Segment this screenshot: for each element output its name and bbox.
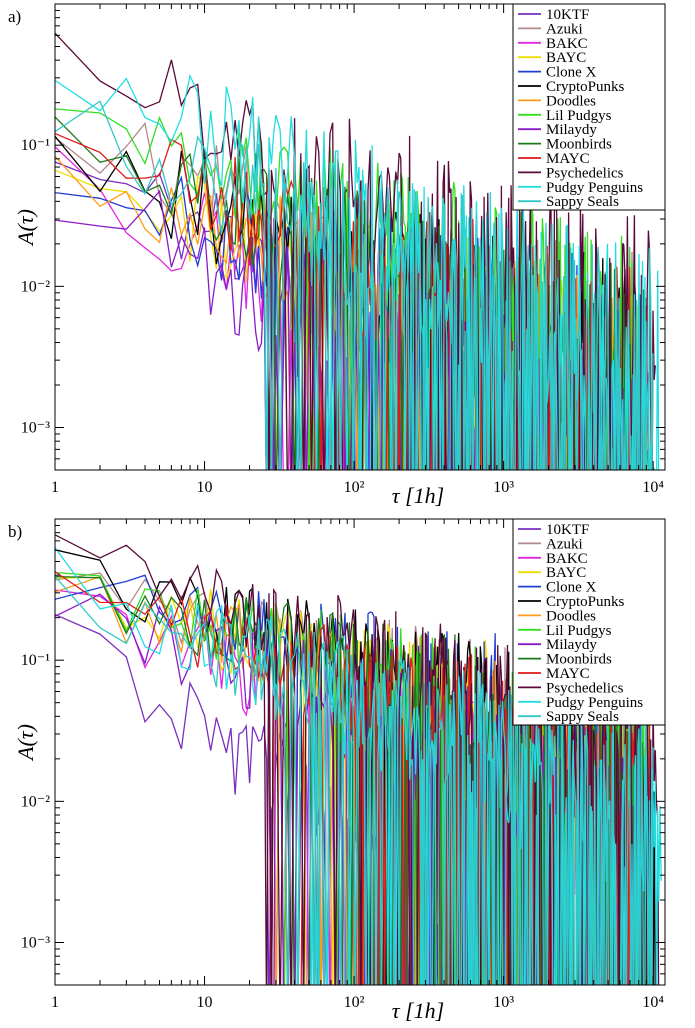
x-tick-label: 10 (197, 479, 213, 496)
panel-a: 1 10 10² 10³ 10⁴ 10⁻³ 10⁻² 10⁻¹ A(τ) τ [1h] a) 10KT… (8, 3, 666, 508)
legend-entry: Lil Pudgys (546, 108, 612, 124)
series-lines (55, 32, 660, 470)
legend-entry: Milaydy (546, 122, 597, 138)
x-tick-label: 1 (51, 479, 59, 496)
x-tick-label: 10³ (493, 479, 514, 496)
series-line-pudgy-penguins (55, 73, 660, 470)
series-line-sappy-seals (55, 575, 654, 985)
legend-box (512, 3, 666, 211)
legend-entry: Psychedelics (546, 680, 624, 696)
legend-entry: BAKC (546, 551, 588, 567)
legend-entry: Moonbirds (546, 137, 612, 153)
y-axis-label: A(τ) (13, 209, 38, 247)
legend-entry: Milaydy (546, 637, 597, 653)
series-line-sappy-seals (55, 100, 654, 470)
x-tick-label: 10² (344, 994, 365, 1011)
panel-letter: a) (8, 7, 21, 26)
legend-entry: CryptoPunks (546, 594, 625, 610)
legend-entry: 10KTF (546, 7, 589, 23)
y-tick-label: 10⁻¹ (21, 137, 50, 154)
legend-entry: Clone X (546, 65, 597, 81)
y-tick-label: 10⁻³ (21, 935, 50, 952)
legend-entry: Lil Pudgys (546, 623, 612, 639)
x-tick-label: 1 (51, 994, 59, 1011)
x-axis-label: τ [1h] (392, 998, 445, 1023)
legend-entry: Pudgy Penguins (546, 695, 643, 711)
legend-entry: BAKC (546, 36, 588, 52)
x-tick-label: 10³ (493, 994, 514, 1011)
plot-frame (54, 518, 666, 986)
legend-entry: 10KTF (546, 522, 589, 538)
series-lines (55, 534, 662, 985)
legend-box (512, 518, 666, 726)
x-tick-label: 10⁴ (642, 994, 664, 1011)
legend-entry: Azuki (546, 536, 583, 552)
x-tick-label: 10⁴ (642, 479, 664, 496)
y-tick-label: 10⁻³ (21, 420, 50, 437)
legend-entry: Sappy Seals (546, 709, 619, 725)
y-axis: 10⁻³ 10⁻² 10⁻¹ (21, 518, 665, 986)
y-tick-label: 10⁻² (21, 278, 50, 295)
y-axis-label: A(τ) (13, 724, 38, 762)
series-line-psychedelics (55, 32, 656, 470)
plot-frame (54, 3, 666, 471)
x-tick-label: 10² (344, 479, 365, 496)
panel-letter: b) (8, 522, 22, 541)
x-axis-label: τ [1h] (392, 483, 445, 508)
legend-entry: Psychedelics (546, 165, 624, 181)
y-tick-label: 10⁻² (21, 793, 50, 810)
legend-entry: MAYC (546, 666, 590, 682)
legend-entry: Clone X (546, 580, 597, 596)
legend-entry: CryptoPunks (546, 79, 625, 95)
y-tick-label: 10⁻¹ (21, 652, 50, 669)
legend-entry: MAYC (546, 151, 590, 167)
panel-b: 1 10 10² 10³ 10⁴ 10⁻³ 10⁻² 10⁻¹ A(τ) τ [1h] b) 10KT… (8, 518, 666, 1023)
legend-entry: BAYC (546, 565, 586, 581)
legend-entry: Moonbirds (546, 652, 612, 668)
legend-entry: Doodles (546, 608, 596, 624)
legend-entry: Azuki (546, 21, 583, 37)
legend-entry: BAYC (546, 50, 586, 66)
legend-entry: Pudgy Penguins (546, 180, 643, 196)
legend-entry: Sappy Seals (546, 194, 619, 210)
x-tick-label: 10 (197, 994, 213, 1011)
legend-entry: Doodles (546, 93, 596, 109)
